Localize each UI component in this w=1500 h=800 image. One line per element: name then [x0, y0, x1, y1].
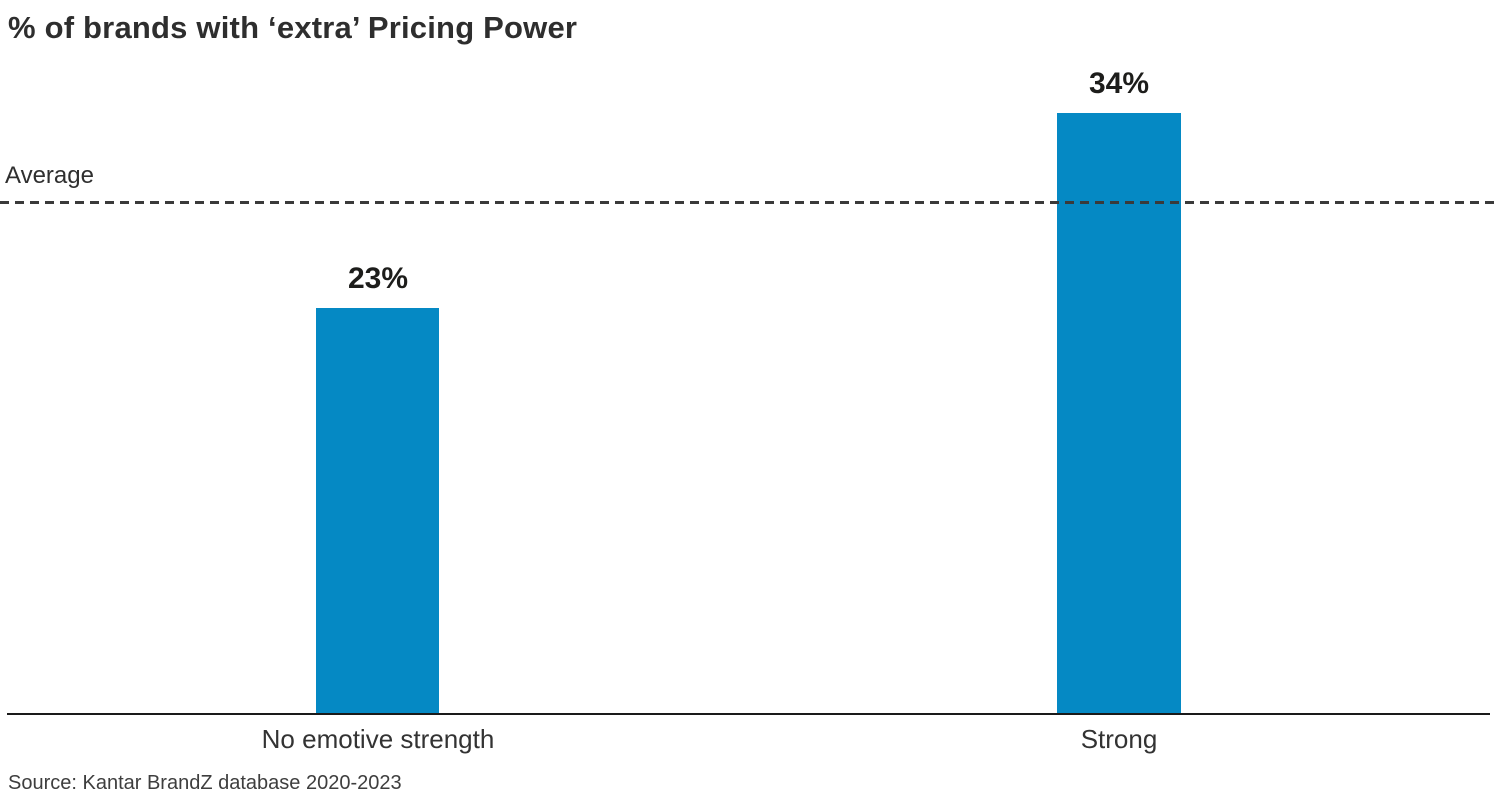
- source-note: Source: Kantar BrandZ database 2020-2023: [8, 772, 402, 794]
- category-label-strong: Strong: [1080, 724, 1158, 754]
- bar-value-label-no-emotive-strength: 23%: [347, 261, 409, 295]
- x-axis-line: [7, 713, 1490, 715]
- chart-title: % of brands with ‘extra’ Pricing Power: [8, 10, 578, 45]
- bar-strong: [1057, 113, 1181, 715]
- average-dashed-line: [0, 200, 1500, 204]
- category-label-no-emotive-strength: No emotive strength: [261, 724, 495, 754]
- average-line-label: Average: [5, 162, 94, 189]
- bar-value-label-strong: 34%: [1088, 67, 1150, 101]
- bar-no-emotive-strength: [316, 307, 439, 715]
